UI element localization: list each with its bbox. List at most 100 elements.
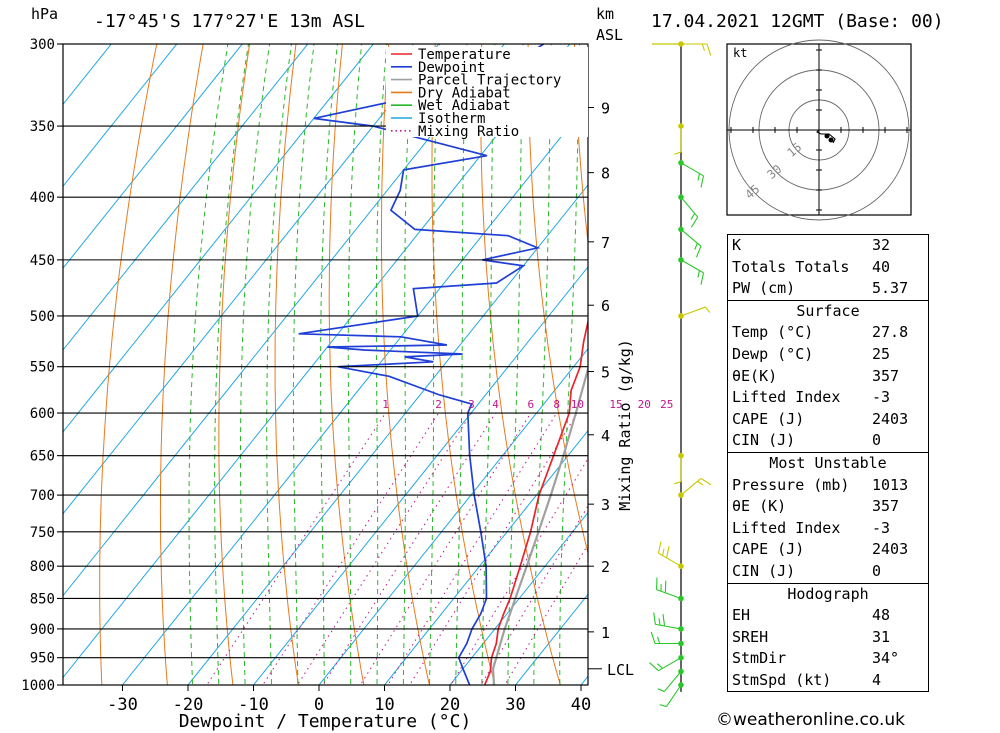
height-tick-label: 3: [601, 496, 610, 514]
lcl-label: LCL: [607, 661, 634, 679]
temperature-tick-label: -20: [173, 695, 204, 715]
x-axis-label: Dewpoint / Temperature (°C): [179, 711, 472, 732]
legend-entry: Mixing Ratio: [418, 124, 519, 140]
wind-level-dot: [678, 123, 684, 129]
index-value: 25: [872, 344, 891, 363]
wind-barb-flag: [657, 688, 665, 692]
legend-entry: Isotherm: [418, 111, 485, 127]
index-label: CAPE (J): [732, 409, 805, 428]
wind-level-dot: [678, 226, 684, 233]
wind-barb: [680, 196, 699, 218]
mixing-ratio-line: [409, 412, 578, 685]
mixing-ratio-line: [504, 543, 588, 685]
wind-level-dot: [678, 563, 684, 569]
index-row: CIN (J) 0: [728, 430, 928, 452]
pressure-tick-label: 350: [30, 119, 55, 135]
index-label: θE(K): [732, 366, 778, 385]
pressure-tick-label: 300: [30, 37, 55, 53]
temperature-tick-label: -30: [107, 695, 138, 715]
wet-adiabat-line: [266, 44, 292, 685]
index-label: CIN (J): [732, 561, 796, 580]
storm-motion-dot: [824, 133, 830, 139]
index-row: CAPE (J) 2403: [728, 539, 928, 561]
temperature-tick-label: 30: [505, 695, 525, 715]
wind-barb-flag: [661, 548, 665, 556]
plot-frame: [62, 43, 589, 686]
wind-barb-flag: [653, 612, 656, 625]
temperature-tick-label: 40: [571, 695, 591, 715]
height-tick-label: 5: [601, 364, 610, 382]
index-label: Dewp (°C): [732, 344, 814, 363]
mixing-ratio-line: [262, 412, 440, 685]
indices-hodograph: Hodograph EH 48 SREH 31 StmDir 34° StmSpd (kt)…: [728, 584, 928, 693]
index-row: StmDir 34°: [728, 648, 928, 670]
wind-barb: [680, 477, 702, 496]
index-label: StmSpd (kt): [732, 670, 832, 689]
mixing-ratio-line: [450, 457, 588, 685]
wet-adiabat-line: [320, 44, 338, 685]
wind-barb-flag: [674, 481, 682, 485]
index-value: 32: [872, 236, 891, 254]
pressure-tick-label: 800: [30, 559, 55, 575]
index-row: CAPE (J) 2403: [728, 409, 928, 431]
dry-adiabat-line: [274, 44, 299, 685]
wind-barb-flag: [697, 270, 701, 278]
dewpoint-line: [298, 44, 545, 685]
wind-level-dot: [678, 257, 684, 263]
pressure-tick-label: 550: [30, 360, 55, 376]
indices-most-unstable: Most Unstable Pressure (mb) 1013 θE (K) 357…: [728, 453, 928, 584]
isotherm-line: [383, 429, 588, 685]
wind-barb-flag: [690, 216, 699, 228]
isotherm-line: [252, 266, 588, 685]
index-row: Temp (°C) 27.8: [728, 322, 928, 344]
wind-barb-flag: [694, 242, 698, 250]
index-value: 2403: [872, 409, 909, 428]
dry-adiabat-line: [99, 44, 158, 685]
index-label: Totals Totals: [732, 257, 850, 276]
index-label: Lifted Index: [732, 388, 841, 407]
wind-barb: [655, 623, 682, 630]
legend-entry: Parcel Trajectory: [418, 73, 561, 89]
legend-entry: Dry Adiabat: [418, 85, 511, 101]
wind-barb-flag: [674, 151, 682, 155]
mixing-ratio-axis-label: Mixing Ratio (g/kg): [616, 339, 634, 511]
wind-level-dot: [678, 668, 684, 675]
temperature-tick-label: -10: [238, 695, 269, 715]
mixing-ratio-line: [480, 505, 588, 685]
index-row: Totals Totals 40: [728, 257, 928, 279]
isotherm-line: [63, 44, 178, 188]
index-value: 357: [872, 366, 900, 385]
wind-barb: [680, 306, 706, 317]
most-unstable-title: Most Unstable: [769, 453, 887, 472]
index-value: 27.8: [872, 323, 909, 342]
wind-barb-flag: [650, 631, 656, 644]
wind-barb-flag: [656, 636, 661, 644]
dry-adiabat-line: [159, 44, 204, 685]
index-value: 0: [872, 431, 882, 450]
index-label: PW (cm): [732, 279, 796, 298]
mixing-ratio-label: 15: [609, 398, 622, 411]
pressure-tick-label: 600: [30, 406, 55, 422]
asl-unit: ASL: [596, 26, 624, 44]
index-row: CIN (J) 0: [728, 561, 928, 583]
isotherm-line: [63, 44, 374, 433]
index-value: 1013: [872, 475, 909, 494]
pressure-tick-label: 1000: [21, 678, 55, 694]
isotherm-line: [121, 102, 588, 685]
index-row: Pressure (mb) 1013: [728, 475, 928, 497]
isotherm-line: [449, 511, 588, 685]
mixing-ratio-label: 6: [527, 398, 534, 411]
mixing-ratio-label: 4: [492, 398, 499, 411]
wet-adiabat-line: [240, 44, 271, 685]
mixing-ratio-label: 3: [468, 398, 475, 411]
wind-barb-flag: [657, 541, 662, 554]
dry-adiabat-line: [927, 0, 1000, 711]
temperature-tick-label: 0: [314, 695, 324, 715]
index-value: 40: [872, 257, 891, 276]
index-value: 5.37: [872, 279, 909, 298]
wind-level-dot: [678, 160, 684, 166]
index-label: StmDir: [732, 649, 787, 668]
wind-barb-flag: [662, 614, 666, 627]
dry-adiabat-line: [573, 44, 588, 247]
index-value: -3: [872, 518, 891, 537]
